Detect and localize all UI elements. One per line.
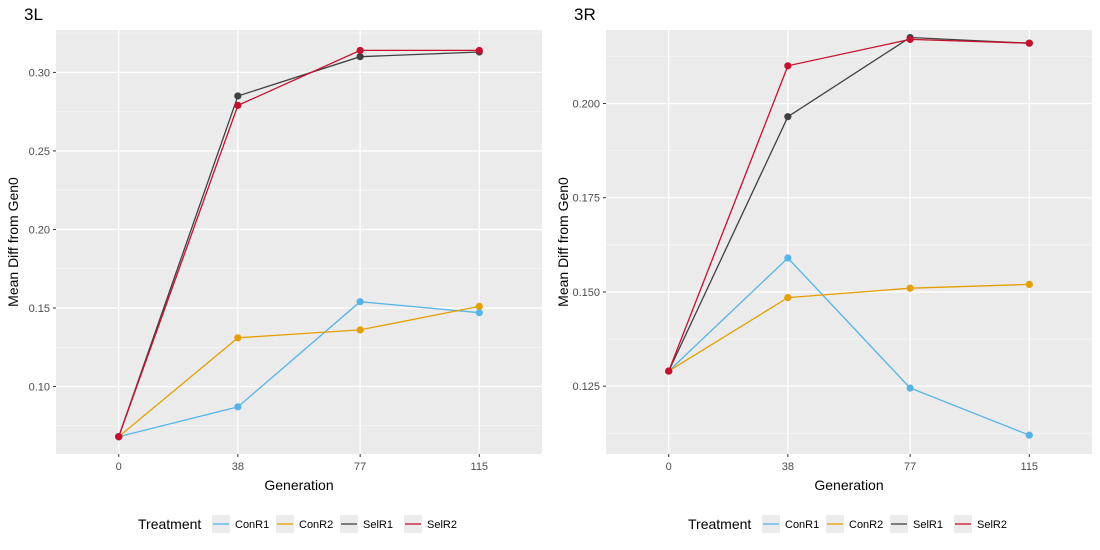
- x-tick-label: 115: [1021, 461, 1039, 473]
- data-point-SelR2: [475, 46, 483, 55]
- chart-title: 3R: [574, 5, 596, 24]
- chart-svg-3R: 3R 0.125 0.150 0.175 0.200 0 38 77 115 Generation…: [555, 5, 1092, 533]
- y-tick-label: 0.15: [29, 303, 50, 315]
- x-tick-label: 38: [232, 461, 244, 473]
- y-tick-label: 0.125: [572, 381, 600, 393]
- data-point-SelR2: [906, 35, 914, 44]
- chart-svg-3L: 3L 0.10 0.15 0.20 0.25 0.30 0 38 77 115 Generation…: [5, 5, 542, 533]
- legend-label-ConR1: ConR1: [785, 519, 819, 531]
- series-line-SelR2: [668, 38, 1030, 372]
- legend-label-ConR2: ConR2: [849, 519, 883, 531]
- data-point-SelR1: [356, 53, 364, 61]
- plot-background: [606, 30, 1092, 454]
- series-line-ConR1: [668, 257, 1030, 436]
- data-point-SelR2: [356, 46, 364, 55]
- x-tick-label: 115: [471, 461, 489, 473]
- x-tick-label: 0: [116, 461, 122, 473]
- data-point-SelR2: [784, 62, 792, 70]
- legend-label-ConR2: ConR2: [299, 519, 333, 531]
- data-point-SelR2: [1025, 39, 1033, 47]
- legend-title: Treatment: [138, 516, 201, 532]
- series-line-SelR1: [118, 51, 480, 437]
- y-tick-label: 0.10: [29, 381, 50, 393]
- data-point-ConR2: [1025, 280, 1033, 288]
- y-axis-label: Mean Diff from Gen0: [555, 177, 571, 307]
- data-point-ConR2: [234, 334, 242, 342]
- legend-label-ConR1: ConR1: [235, 519, 269, 531]
- y-tick-label: 0.20: [29, 224, 50, 236]
- x-axis-label: Generation: [814, 477, 883, 493]
- data-point-SelR1: [234, 92, 242, 100]
- data-point-ConR2: [784, 293, 792, 302]
- data-point-SelR2: [665, 367, 673, 375]
- series-line-SelR2: [118, 49, 480, 437]
- series-line-SelR1: [668, 36, 1030, 372]
- data-point-SelR2: [115, 433, 123, 441]
- chart-panel-3L: 3L 0.10 0.15 0.20 0.25 0.30 0 38 77 115 Generation…: [5, 5, 542, 533]
- data-point-ConR1: [1025, 431, 1033, 439]
- legend-label-SelR1: SelR1: [913, 519, 943, 531]
- y-tick-label: 0.175: [572, 193, 600, 205]
- data-point-ConR2: [475, 302, 483, 310]
- data-point-SelR2: [234, 101, 242, 109]
- data-point-ConR1: [356, 298, 364, 306]
- data-point-ConR1: [784, 254, 792, 262]
- chart-title: 3L: [24, 5, 43, 24]
- series-line-ConR2: [668, 283, 1030, 372]
- series-line-ConR1: [118, 301, 480, 438]
- y-tick-label: 0.150: [572, 287, 600, 299]
- data-point-ConR1: [906, 384, 914, 392]
- y-axis-label: Mean Diff from Gen0: [5, 177, 21, 307]
- series-line-ConR2: [118, 305, 480, 438]
- data-point-ConR2: [356, 326, 364, 334]
- x-tick-label: 0: [666, 461, 672, 473]
- y-tick-label: 0.30: [29, 67, 50, 79]
- data-point-ConR2: [906, 284, 914, 292]
- y-tick-label: 0.25: [29, 146, 50, 158]
- legend-label-SelR2: SelR2: [977, 519, 1007, 531]
- x-tick-label: 38: [782, 461, 794, 473]
- x-tick-label: 77: [354, 461, 366, 473]
- data-point-ConR1: [234, 403, 242, 411]
- legend-title: Treatment: [688, 516, 751, 532]
- legend-label-SelR2: SelR2: [427, 519, 457, 531]
- data-point-SelR1: [784, 113, 792, 121]
- legend-label-SelR1: SelR1: [363, 519, 393, 531]
- plot-background: [56, 30, 542, 454]
- data-point-ConR1: [475, 309, 483, 317]
- y-tick-label: 0.200: [572, 98, 600, 110]
- x-tick-label: 77: [904, 461, 916, 473]
- x-axis-label: Generation: [264, 477, 333, 493]
- chart-panel-3R: 3R 0.125 0.150 0.175 0.200 0 38 77 115 Generation…: [550, 0, 1100, 550]
